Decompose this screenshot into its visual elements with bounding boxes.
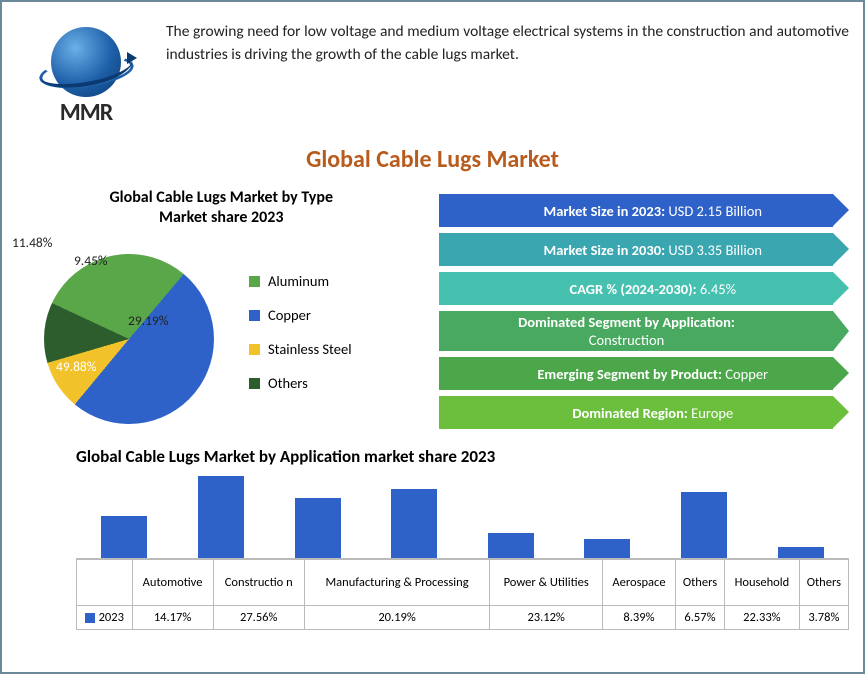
legend-item: Copper [249, 306, 352, 324]
bar-cell [366, 469, 463, 558]
bar-title: Global Cable Lugs Market by Application … [76, 446, 849, 467]
value-cell: 27.56% [213, 606, 304, 630]
category-cell: Aerospace [603, 560, 676, 606]
callout-arrow: Market Size in 2023: USD 2.15 Billion [439, 194, 850, 227]
legend-label: Copper [268, 306, 311, 324]
bar [198, 476, 244, 558]
legend-item: Stainless Steel [249, 340, 352, 358]
pie-panel: Global Cable Lugs Market by Type Market … [16, 188, 427, 432]
value-cell: 23.12% [490, 606, 603, 630]
callout-label: Market Size in 2030: USD 3.35 Billion [457, 241, 850, 259]
legend-label: Others [268, 374, 308, 392]
mid-row: Global Cable Lugs Market by Type Market … [16, 188, 849, 432]
category-cell: Power & Utilities [490, 560, 603, 606]
globe-icon [41, 22, 131, 112]
callout-arrow: Market Size in 2030: USD 3.35 Billion [439, 233, 850, 266]
legend-swatch [249, 276, 260, 287]
pie-legend: Aluminum Copper Stainless Steel Others [249, 272, 352, 392]
pie-slice-label: 9.45% [74, 252, 108, 269]
category-cell: Manufacturing & Processing [304, 560, 489, 606]
bar-chart [76, 469, 849, 559]
value-cell: 3.78% [799, 606, 848, 630]
main-title: Global Cable Lugs Market [16, 145, 849, 174]
pie-slice-label: 29.19% [128, 312, 168, 329]
value-cell: 20.19% [304, 606, 489, 630]
callout-label: Emerging Segment by Product: Copper [457, 365, 850, 383]
bar-cell [269, 469, 366, 558]
legend-item: Aluminum [249, 272, 352, 290]
callout-arrow: Dominated Segment by Application:Constru… [439, 311, 850, 351]
intro-text: The growing need for low voltage and med… [166, 12, 849, 67]
pie-slice-label: 49.88% [56, 358, 96, 375]
logo: MMR [16, 12, 156, 127]
legend-swatch [249, 378, 260, 389]
pie-title-line2: Market share 2023 [159, 208, 283, 227]
legend-swatch [249, 344, 260, 355]
callout-label: CAGR % (2024-2030): 6.45% [457, 280, 850, 298]
callout-arrow: Emerging Segment by Product: Copper [439, 357, 850, 390]
pie-title: Global Cable Lugs Market by Type Market … [16, 188, 427, 228]
category-cell: Household [725, 560, 800, 606]
bar-section: Global Cable Lugs Market by Application … [16, 446, 849, 630]
bar [295, 498, 341, 558]
bar [778, 547, 824, 558]
value-cell: 14.17% [132, 606, 213, 630]
bar [584, 539, 630, 558]
legend-item: Others [249, 374, 352, 392]
value-cell: 6.57% [675, 606, 724, 630]
value-cell: 22.33% [725, 606, 800, 630]
bar-cell [463, 469, 560, 558]
category-cell: Others [675, 560, 724, 606]
pie-title-line1: Global Cable Lugs Market by Type [109, 188, 333, 207]
bar [391, 489, 437, 558]
bar-cell [559, 469, 656, 558]
pie-slice-label: 11.48% [12, 234, 52, 251]
header-row: MMR The growing need for low voltage and… [16, 12, 849, 127]
callout-arrow: Dominated Region: Europe [439, 396, 850, 429]
legend-swatch [249, 310, 260, 321]
legend-label: Stainless Steel [268, 340, 352, 358]
bar-data-table: AutomotiveConstructio nManufacturing & P… [76, 559, 849, 630]
bar-cell [656, 469, 753, 558]
callout-label: Dominated Region: Europe [457, 404, 850, 422]
callout-list: Market Size in 2023: USD 2.15 Billion Mar… [439, 188, 850, 432]
bar-cell [752, 469, 849, 558]
bar-cell [173, 469, 270, 558]
bar-cell [76, 469, 173, 558]
category-cell: Others [799, 560, 848, 606]
bar [681, 492, 727, 558]
category-row: AutomotiveConstructio nManufacturing & P… [77, 560, 849, 606]
infographic-frame: MMR The growing need for low voltage and… [0, 0, 865, 674]
callout-arrow: CAGR % (2024-2030): 6.45% [439, 272, 850, 305]
bar [488, 533, 534, 558]
pie-wrap: 29.19%49.88%9.45%11.48% AluminumCopperSt… [16, 232, 427, 432]
legend-label: Aluminum [268, 272, 329, 290]
category-cell: Constructio n [213, 560, 304, 606]
value-row: 202314.17%27.56%20.19%23.12%8.39%6.57%22… [77, 606, 849, 630]
bar [101, 516, 147, 558]
value-cell: 8.39% [603, 606, 676, 630]
category-cell: Automotive [132, 560, 213, 606]
callout-label: Dominated Segment by Application:Constru… [457, 313, 797, 349]
pie-chart [44, 254, 214, 424]
series-cell: 2023 [77, 606, 133, 630]
pie-area: 29.19%49.88%9.45%11.48% [16, 232, 241, 432]
callout-label: Market Size in 2023: USD 2.15 Billion [457, 202, 850, 220]
